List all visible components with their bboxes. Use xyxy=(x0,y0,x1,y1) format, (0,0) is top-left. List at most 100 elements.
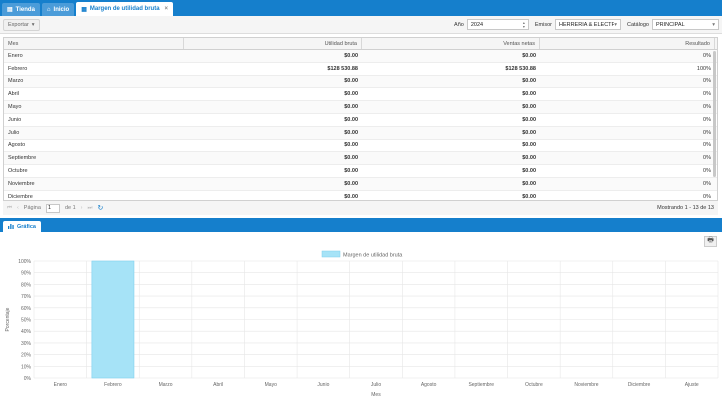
grid-scrollbar[interactable] xyxy=(713,51,716,177)
tab-label: Inicio xyxy=(53,6,70,13)
table-row[interactable]: Octubre $0.00 $0.00 0% xyxy=(4,165,717,178)
table-row[interactable]: Noviembre $0.00 $0.00 0% xyxy=(4,177,717,191)
chart-icon xyxy=(8,223,14,231)
tab-label: Margen de utilidad bruta xyxy=(89,6,160,12)
cell-utilidad: $0.00 xyxy=(344,78,358,85)
next-page-icon[interactable]: › xyxy=(80,205,83,211)
table-row[interactable]: Septiembre $0.00 $0.00 0% xyxy=(4,152,717,166)
cell-ventas: $0.00 xyxy=(522,129,536,136)
chart-tab-label: Gráfica xyxy=(17,223,36,230)
cell-mes: Diciembre xyxy=(8,193,33,200)
cell-mes: Mayo xyxy=(8,104,22,111)
page-label: Página xyxy=(23,205,41,211)
year-field[interactable]: 2024 ▴ ▾ xyxy=(466,19,529,30)
prev-page-icon[interactable]: ‹ xyxy=(16,205,19,211)
column-header-utilidad[interactable]: Utilidad bruta xyxy=(184,38,362,49)
table-row[interactable]: Marzo $0.00 $0.00 0% xyxy=(4,75,717,89)
cell-utilidad: $0.00 xyxy=(344,104,358,111)
catalog-select[interactable]: PRINCIPAL ▾ xyxy=(652,19,719,30)
cell-resultado: 0% xyxy=(703,180,711,187)
table-row[interactable]: Junio $0.00 $0.00 0% xyxy=(4,114,717,127)
cell-mes: Abril xyxy=(8,91,20,98)
cell-utilidad: $0.00 xyxy=(344,142,358,149)
y-tick-label: 50% xyxy=(21,318,32,324)
table-row[interactable]: Mayo $0.00 $0.00 0% xyxy=(4,101,717,114)
print-button[interactable]: 🖶 xyxy=(704,236,717,247)
cell-utilidad: $0.00 xyxy=(344,129,358,136)
table-row[interactable]: Enero $0.00 $0.00 0% xyxy=(4,50,717,63)
spinner-icon[interactable]: ▴ ▾ xyxy=(522,19,525,29)
legend-label: Margen de utilidad bruta xyxy=(343,253,403,259)
x-tick-label: Ajuste xyxy=(685,382,699,388)
tab-label: Tienda xyxy=(15,6,35,13)
cell-utilidad: $128 530.88 xyxy=(327,65,358,72)
grid-header: Mes Utilidad bruta Ventas netas Resultad… xyxy=(4,38,717,50)
tab-2[interactable]: ▦ Margen de utilidad bruta × xyxy=(76,2,174,16)
cell-resultado: 0% xyxy=(703,129,711,136)
tab-0[interactable]: ▤ Tienda xyxy=(2,3,40,16)
x-tick-label: Noviembre xyxy=(574,382,598,388)
x-tick-label: Marzo xyxy=(159,382,173,388)
cell-utilidad: $0.00 xyxy=(344,193,358,200)
x-tick-label: Abril xyxy=(213,382,223,388)
home-icon: ⌂ xyxy=(46,6,51,13)
cell-ventas: $0.00 xyxy=(522,91,536,98)
y-tick-label: 30% xyxy=(21,341,32,347)
cell-ventas: $0.00 xyxy=(522,104,536,111)
last-page-icon[interactable]: ⏭ xyxy=(87,204,93,211)
page-input[interactable]: 1 xyxy=(45,203,60,213)
cell-resultado: 0% xyxy=(703,193,711,200)
table-row[interactable]: Abril $0.00 $0.00 0% xyxy=(4,88,717,102)
chevron-down-icon: ▾ xyxy=(712,21,715,28)
export-button[interactable]: Exportar ▾ xyxy=(3,18,40,31)
x-tick-label: Diciembre xyxy=(628,382,651,388)
catalog-value: PRINCIPAL xyxy=(656,21,685,28)
chart-svg: Margen de utilidad bruta 0% 10% 20% 30% 40% 50… xyxy=(5,250,719,398)
cell-ventas: $0.00 xyxy=(522,180,536,187)
x-tick-label: Enero xyxy=(54,382,68,388)
first-page-icon[interactable]: ⏮ xyxy=(7,204,12,211)
column-header-ventas[interactable]: Ventas netas xyxy=(362,38,540,49)
x-tick-label: Octubre xyxy=(525,382,543,388)
cell-resultado: 0% xyxy=(703,142,711,149)
y-tick-label: 80% xyxy=(21,282,32,288)
cell-resultado: 0% xyxy=(703,78,711,85)
cell-ventas: $0.00 xyxy=(522,52,536,59)
cell-mes: Junio xyxy=(8,116,22,123)
cell-utilidad: $0.00 xyxy=(344,116,358,123)
chevron-down-icon: ▾ xyxy=(614,21,617,28)
bar xyxy=(91,260,135,379)
tab-grafica[interactable]: Gráfica xyxy=(3,221,41,232)
column-header-mes[interactable]: Mes xyxy=(4,38,184,49)
catalog-label: Catálogo xyxy=(626,21,649,28)
cell-resultado: 0% xyxy=(703,116,711,123)
refresh-icon[interactable]: ↻ xyxy=(97,205,104,212)
tab-bar: ▤ Tienda ⌂ Inicio ▦ Margen de utilidad bruta × xyxy=(0,0,722,16)
report-icon: ▦ xyxy=(81,6,87,13)
cell-mes: Enero xyxy=(8,52,23,59)
y-tick-label: 10% xyxy=(21,364,32,370)
cell-mes: Noviembre xyxy=(8,180,35,187)
cell-utilidad: $0.00 xyxy=(344,168,358,175)
close-icon[interactable]: × xyxy=(164,6,169,12)
y-axis-title: Porcentaje xyxy=(5,307,11,331)
pager-status: Mostrando 1 - 13 de 13 xyxy=(657,205,714,211)
table-row[interactable]: Agosto $0.00 $0.00 0% xyxy=(4,140,717,153)
emisor-select[interactable]: HERRERIA & ELECTF ▾ xyxy=(554,19,621,30)
y-tick-label: 0% xyxy=(24,376,32,382)
data-grid: Mes Utilidad bruta Ventas netas Resultad… xyxy=(3,37,718,201)
table-row[interactable]: Julio $0.00 $0.00 0% xyxy=(4,126,717,140)
cell-ventas: $0.00 xyxy=(522,168,536,175)
y-tick-label: 20% xyxy=(21,353,32,359)
cell-mes: Octubre xyxy=(8,168,28,175)
cell-ventas: $0.00 xyxy=(522,116,536,123)
table-row[interactable]: Diciembre $0.00 $0.00 0% xyxy=(4,191,717,200)
chart-tab-bar: Gráfica xyxy=(0,218,722,232)
column-header-resultado[interactable]: Resultado xyxy=(540,38,715,49)
cell-resultado: 0% xyxy=(703,91,711,98)
toolbar: Exportar ▾ Año 2024 ▴ ▾ Emisor HERRERIA &… xyxy=(0,16,722,34)
chevron-down-icon: ▾ xyxy=(31,21,35,28)
table-row[interactable]: Febrero $128 530.88 $128 530.88 100% xyxy=(4,63,717,76)
grid-body: Enero $0.00 $0.00 0% Febrero $128 530.88 $128 … xyxy=(4,50,717,200)
tab-1[interactable]: ⌂ Inicio xyxy=(41,3,75,16)
